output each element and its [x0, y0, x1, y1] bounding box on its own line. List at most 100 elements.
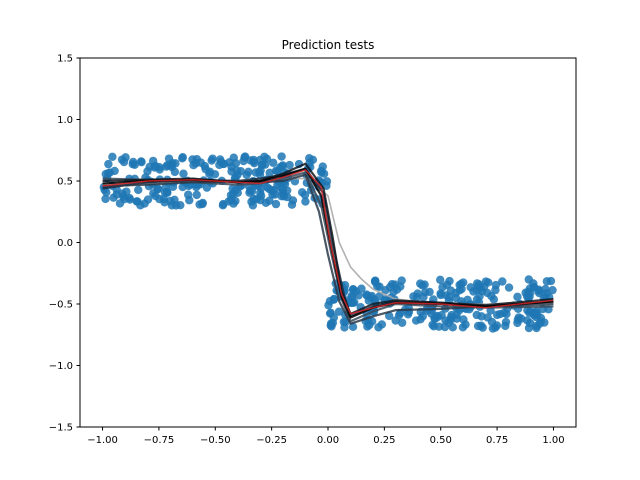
scatter-point	[137, 157, 146, 166]
scatter-point	[513, 292, 522, 302]
scatter-point	[185, 196, 194, 205]
scatter-point	[163, 160, 172, 170]
scatter-point	[442, 291, 451, 300]
scatter-point	[233, 188, 242, 198]
scatter-point	[150, 163, 159, 172]
scatter-point	[247, 197, 256, 206]
scatter-point	[548, 285, 557, 295]
x-tick-label: −1.00	[87, 435, 118, 446]
scatter-point	[542, 277, 552, 286]
scatter-point	[340, 323, 349, 332]
scatter-point	[532, 307, 541, 316]
scatter-point	[477, 312, 486, 321]
scatter-point	[516, 314, 526, 323]
x-tick-label: 1.00	[542, 435, 564, 446]
scatter-point	[501, 321, 510, 331]
scatter-point	[396, 282, 405, 291]
scatter-point	[416, 315, 425, 324]
scatter-point	[192, 190, 201, 200]
scatter-point	[397, 318, 407, 327]
scatter-point	[365, 320, 374, 330]
y-tick-label: −1.0	[49, 361, 73, 372]
scatter-point	[130, 160, 139, 169]
scatter-point	[164, 154, 174, 163]
scatter-point	[433, 312, 443, 322]
scatter-point	[428, 320, 437, 330]
scatter-point	[525, 318, 535, 328]
prediction-line-red	[102, 169, 554, 315]
scatter-point	[270, 185, 279, 195]
x-tick-label: 0.00	[317, 435, 339, 446]
scatter-point	[227, 162, 236, 171]
scatter-point	[461, 320, 470, 329]
scatter-point	[189, 161, 198, 170]
scatter-point	[198, 199, 207, 209]
scatter-point	[218, 201, 228, 210]
scatter-point	[529, 282, 539, 292]
scatter-point	[491, 285, 500, 295]
scatter-point	[444, 318, 453, 327]
scatter-point	[136, 201, 145, 210]
scatter-point	[334, 307, 344, 316]
x-tick-label: −0.25	[256, 435, 287, 446]
scatter-point	[277, 152, 286, 161]
scatter-point	[287, 200, 297, 209]
scatter-point	[112, 190, 121, 199]
scatter-point	[326, 308, 335, 318]
scatter-point	[178, 154, 187, 163]
y-tick-label: 0.0	[57, 238, 73, 249]
scatter-point	[366, 293, 376, 302]
scatter-point	[245, 188, 254, 197]
scatter-point	[327, 322, 336, 331]
scatter-point	[249, 155, 258, 165]
scatter-point	[265, 196, 274, 205]
scatter-point	[325, 297, 335, 306]
x-tick-label: −0.75	[144, 435, 175, 446]
scatter-point	[207, 156, 216, 165]
x-tick-label: −0.50	[200, 435, 231, 446]
scatter-point	[148, 156, 158, 166]
scatter-point	[279, 192, 289, 201]
prediction-line-3	[102, 171, 554, 323]
scatter-point	[300, 190, 310, 200]
scatter-point	[416, 279, 425, 288]
scatter-point	[492, 310, 502, 320]
scatter-point	[271, 199, 281, 209]
y-tick-label: −0.5	[49, 300, 73, 311]
scatter-point	[371, 277, 380, 287]
scatter-point	[469, 287, 478, 296]
scatter-point	[115, 199, 125, 208]
scatter-point	[215, 155, 225, 164]
scatter-point	[151, 191, 160, 201]
scatter-point	[487, 317, 497, 327]
chart-title: Prediction tests	[282, 38, 375, 52]
plot-area	[99, 152, 557, 333]
scatter-point	[318, 162, 327, 171]
scatter-point	[121, 153, 130, 162]
y-axis: −1.5 −1.0 −0.5 0.0 0.5 1.0 1.5	[49, 54, 80, 434]
scatter-point	[301, 197, 310, 206]
scatter-point	[452, 314, 461, 323]
scatter-point	[535, 319, 544, 328]
scatter-point	[525, 308, 534, 317]
scatter-point	[202, 183, 212, 192]
y-tick-label: −1.5	[49, 423, 73, 434]
scatter-point	[389, 287, 398, 296]
scatter-point	[278, 161, 288, 170]
scatter-point	[436, 275, 445, 285]
scatter-point	[348, 322, 358, 332]
scatter-point	[541, 284, 550, 294]
scatter-point	[101, 194, 110, 204]
scatter-point	[231, 173, 240, 182]
scatter-point	[488, 324, 498, 333]
scatter-point	[265, 168, 274, 177]
scatter-point	[104, 159, 113, 169]
scatter-point	[350, 298, 359, 307]
scatter-point	[285, 160, 294, 170]
scatter-point	[351, 287, 361, 296]
scatter-point	[438, 283, 447, 292]
scatter-point	[375, 292, 384, 301]
x-tick-label: 0.25	[373, 435, 395, 446]
x-tick-label: 0.75	[486, 435, 508, 446]
